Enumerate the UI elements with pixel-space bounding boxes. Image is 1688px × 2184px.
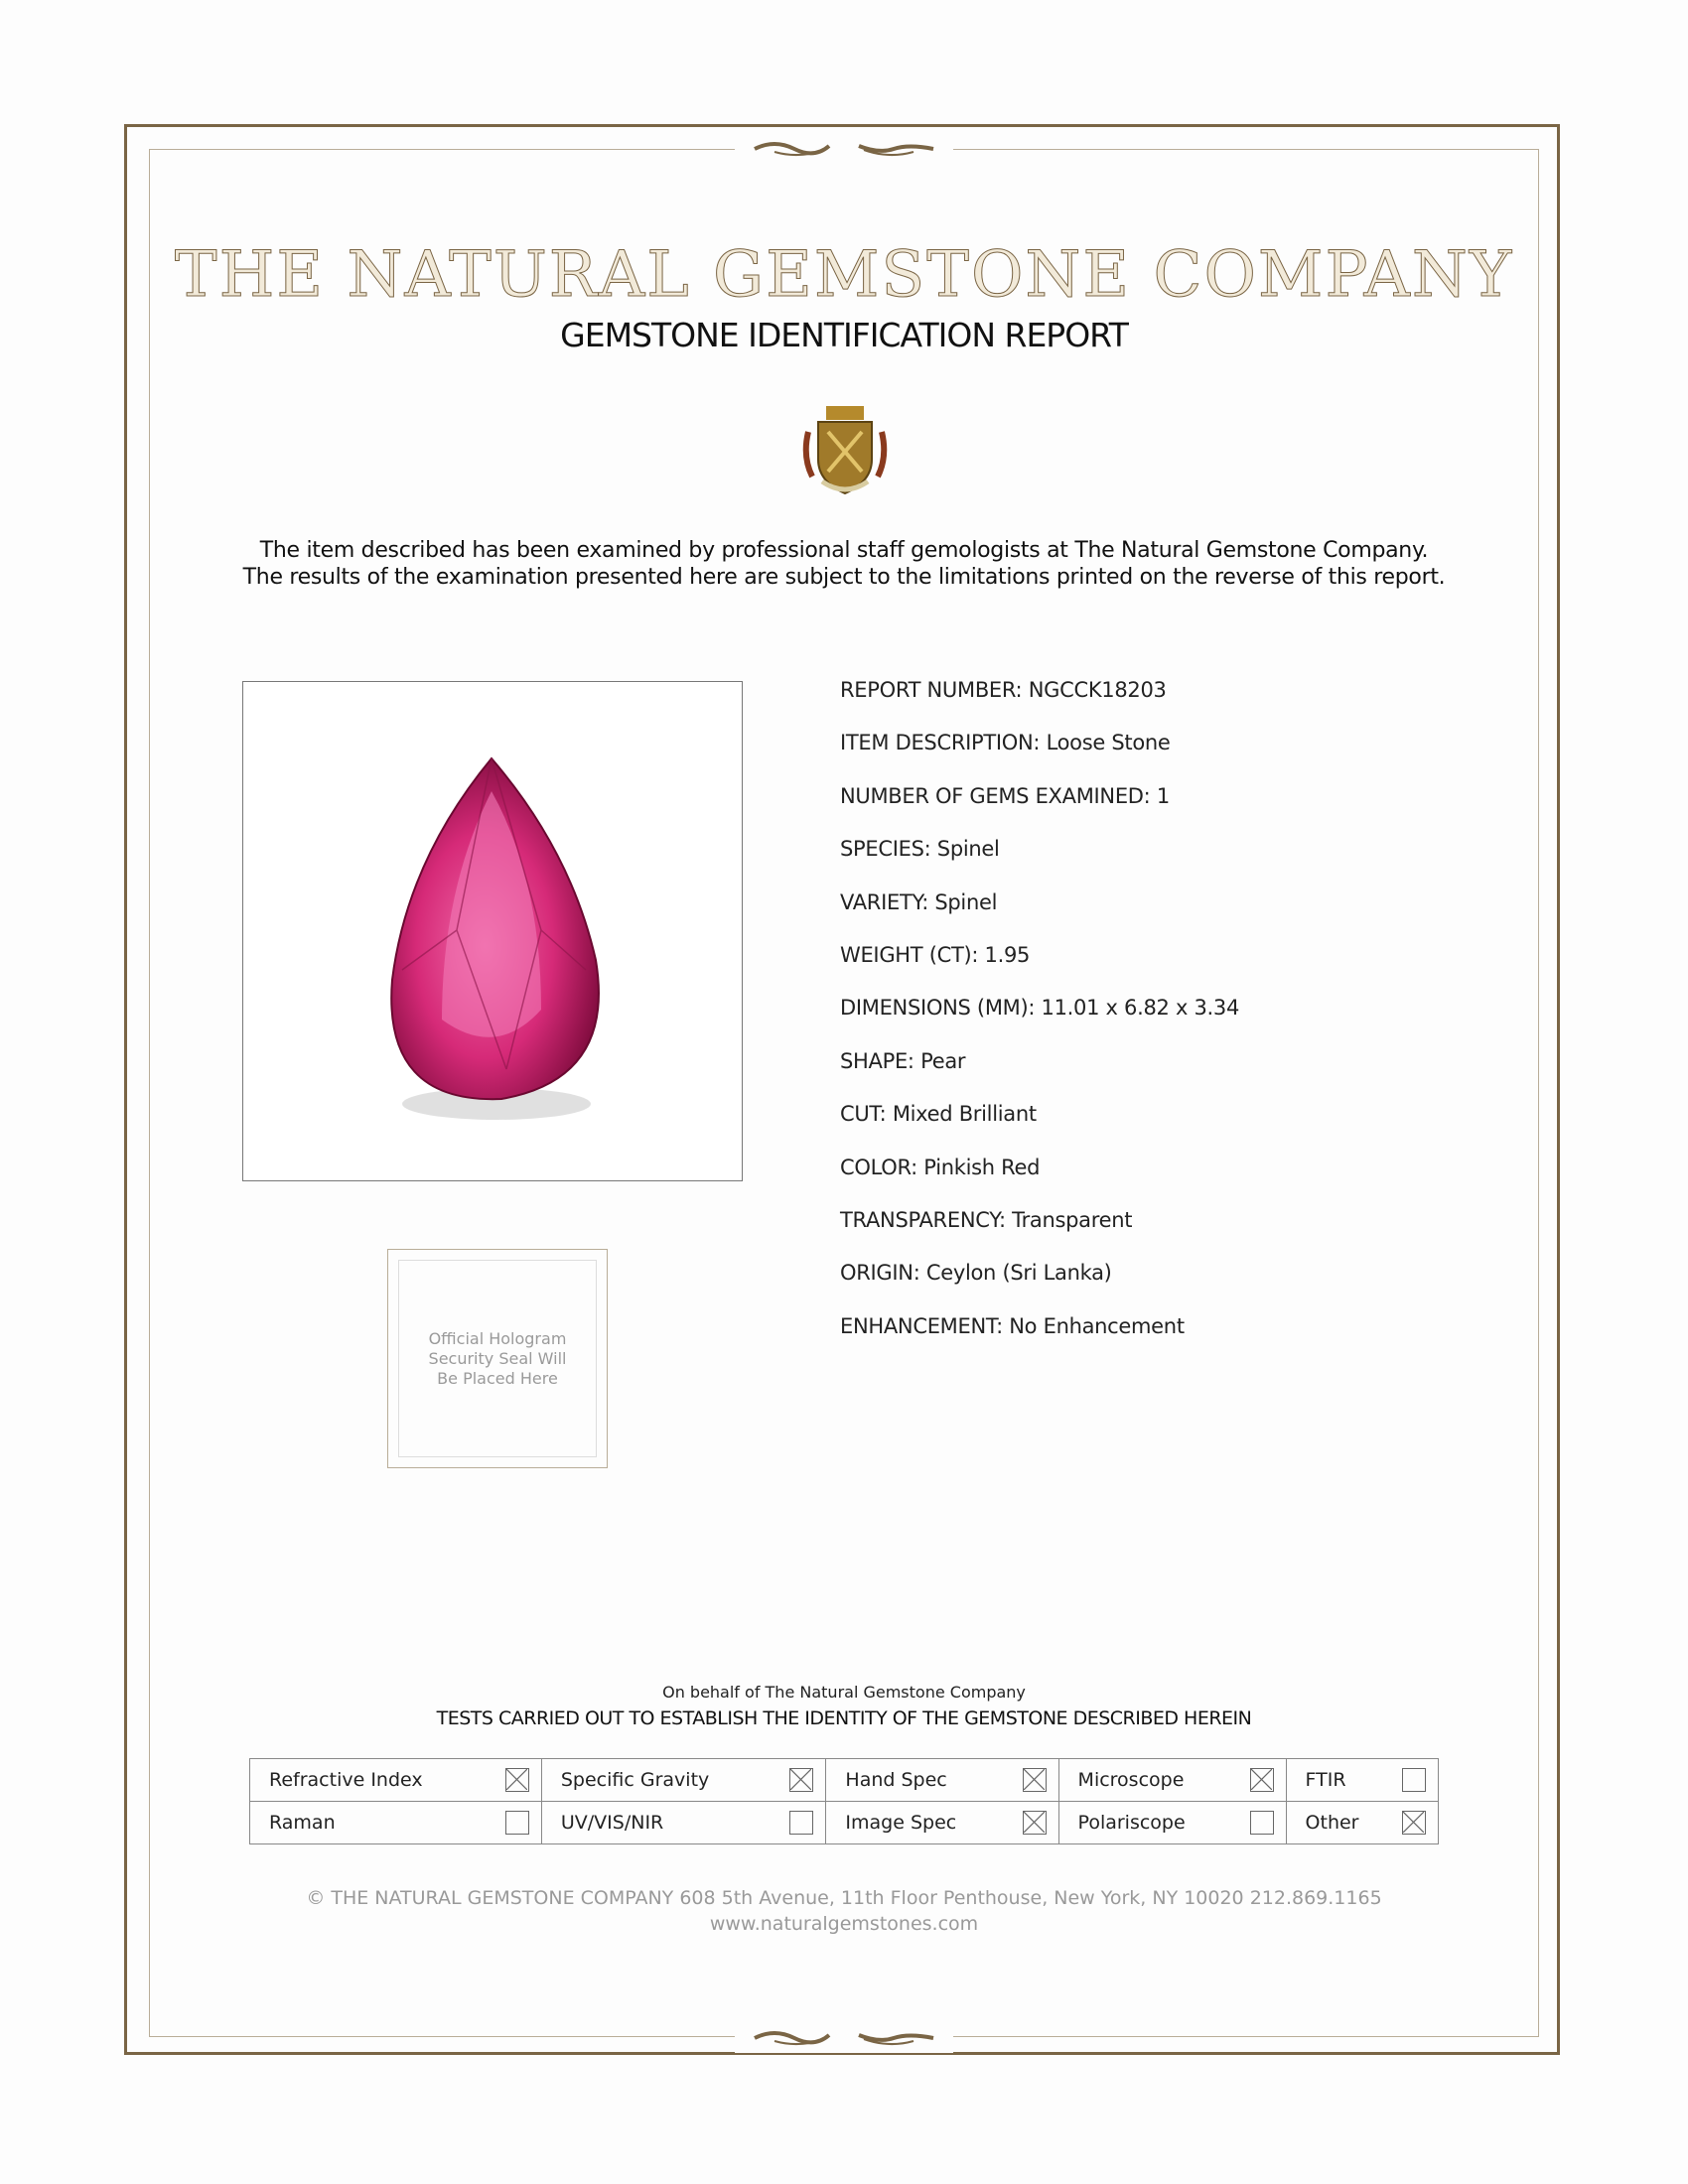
field-label: CUT: [840, 1102, 887, 1127]
field-row: SHAPE: Pear [840, 1048, 966, 1073]
field-value: Spinel [936, 837, 1000, 862]
test-cell: Other [1285, 1801, 1440, 1844]
field-value: Mixed Brilliant [892, 1102, 1037, 1127]
field-value: 1 [1156, 783, 1170, 808]
test-cell: Refractive Index [249, 1758, 542, 1802]
tests-row: Raman UV/VIS/NIR Image Spec Polariscope Othe… [249, 1801, 1440, 1844]
check-x-icon [1023, 1768, 1045, 1791]
tests-title: TESTS CARRIED OUT TO ESTABLISH THE IDENT… [436, 1707, 1252, 1729]
field-value: No Enhancement [1009, 1313, 1185, 1338]
field-row: ITEM DESCRIPTION: Loose Stone [840, 731, 1171, 754]
field-label: COLOR: [840, 1155, 917, 1179]
field-label: SHAPE: [840, 1048, 914, 1073]
gemstone-photo [242, 681, 743, 1181]
test-label: Other [1305, 1812, 1359, 1834]
tests-row: Refractive Index Specific Gravity Hand Spe… [249, 1758, 1440, 1802]
field-value: Transparent [1012, 1208, 1133, 1232]
field-row: COLOR: Pinkish Red [840, 1156, 1040, 1179]
field-label: ITEM DESCRIPTION: [840, 731, 1041, 755]
field-label: REPORT NUMBER: [840, 678, 1023, 702]
test-cell: Image Spec [825, 1801, 1059, 1844]
field-value: Pear [920, 1048, 966, 1073]
test-cell: UV/VIS/NIR [540, 1801, 827, 1844]
test-label: Raman [269, 1812, 336, 1834]
field-label: NUMBER OF GEMS EXAMINED: [840, 783, 1151, 808]
intro-line-1: The item described has been examined by … [259, 538, 1429, 563]
field-label: WEIGHT (CT): [840, 943, 979, 967]
test-checkbox[interactable] [1249, 1768, 1274, 1792]
footer-address: © THE NATURAL GEMSTONE COMPANY 608 5th A… [306, 1887, 1382, 1909]
test-cell: Microscope [1057, 1758, 1287, 1802]
field-row: REPORT NUMBER: NGCCK18203 [840, 678, 1167, 702]
test-label: Hand Spec [845, 1769, 947, 1791]
field-row: VARIETY: Spinel [840, 890, 997, 914]
company-crest-logo [802, 406, 888, 495]
test-checkbox[interactable] [789, 1768, 814, 1792]
field-value: 11.01 x 6.82 x 3.34 [1041, 996, 1240, 1021]
test-checkbox[interactable] [1022, 1811, 1047, 1835]
top-ornament-icon [735, 134, 953, 164]
field-row: ENHANCEMENT: No Enhancement [840, 1314, 1185, 1338]
footer-website: www.naturalgemstones.com [709, 1913, 979, 1935]
field-label: SPECIES: [840, 837, 931, 862]
field-row: WEIGHT (CT): 1.95 [840, 943, 1030, 967]
field-value: Pinkish Red [923, 1155, 1041, 1179]
test-cell: Polariscope [1057, 1801, 1287, 1844]
field-label: VARIETY: [840, 889, 928, 914]
check-x-icon [789, 1768, 812, 1791]
test-label: Microscope [1077, 1769, 1185, 1791]
test-label: Specific Gravity [560, 1769, 710, 1791]
test-label: Refractive Index [269, 1769, 423, 1791]
field-value: 1.95 [984, 943, 1031, 967]
test-checkbox[interactable] [789, 1811, 814, 1835]
test-checkbox[interactable] [504, 1811, 529, 1835]
test-label: Image Spec [845, 1812, 957, 1834]
test-checkbox[interactable] [504, 1768, 529, 1792]
pear-gem-image [390, 756, 600, 1120]
hologram-placeholder: Official Hologram Security Seal Will Be … [387, 1249, 608, 1468]
test-cell: Hand Spec [825, 1758, 1059, 1802]
test-checkbox[interactable] [1022, 1768, 1047, 1792]
test-label: UV/VIS/NIR [560, 1812, 664, 1834]
field-value: Loose Stone [1046, 731, 1171, 755]
hologram-text-3: Be Placed Here [437, 1368, 558, 1388]
check-x-icon [1023, 1811, 1045, 1834]
tests-table: Refractive Index Specific Gravity Hand Spe… [249, 1758, 1440, 1844]
outer-border [124, 124, 1560, 2055]
test-cell: FTIR [1285, 1758, 1440, 1802]
test-checkbox[interactable] [1402, 1768, 1426, 1792]
field-value: NGCCK18203 [1028, 678, 1167, 702]
report-title: GEMSTONE IDENTIFICATION REPORT [560, 316, 1129, 354]
field-row: ORIGIN: Ceylon (Sri Lanka) [840, 1261, 1112, 1285]
field-row: TRANSPARENCY: Transparent [840, 1208, 1132, 1232]
test-cell: Specific Gravity [540, 1758, 827, 1802]
bottom-ornament-icon [735, 2023, 953, 2053]
hologram-text-1: Official Hologram [428, 1328, 567, 1348]
field-row: SPECIES: Spinel [840, 837, 1000, 861]
test-checkbox[interactable] [1402, 1811, 1426, 1835]
field-label: TRANSPARENCY: [840, 1208, 1006, 1232]
intro-line-2: The results of the examination presented… [242, 565, 1446, 590]
field-label: ENHANCEMENT: [840, 1313, 1003, 1338]
field-value: Ceylon (Sri Lanka) [925, 1261, 1112, 1286]
field-row: DIMENSIONS (MM): 11.01 x 6.82 x 3.34 [840, 996, 1239, 1020]
field-label: DIMENSIONS (MM): [840, 996, 1036, 1021]
field-label: ORIGIN: [840, 1261, 920, 1286]
field-row: NUMBER OF GEMS EXAMINED: 1 [840, 784, 1170, 808]
check-x-icon [1250, 1768, 1272, 1791]
field-row: CUT: Mixed Brilliant [840, 1102, 1037, 1126]
test-checkbox[interactable] [1249, 1811, 1274, 1835]
test-cell: Raman [249, 1801, 542, 1844]
check-x-icon [505, 1768, 528, 1791]
check-x-icon [1402, 1811, 1425, 1834]
company-title: THE NATURAL GEMSTONE COMPANY [174, 238, 1514, 313]
test-label: FTIR [1305, 1769, 1346, 1791]
test-label: Polariscope [1077, 1812, 1186, 1834]
field-value: Spinel [934, 889, 998, 914]
on-behalf-text: On behalf of The Natural Gemstone Compan… [662, 1683, 1026, 1702]
hologram-text-2: Security Seal Will [428, 1348, 567, 1368]
